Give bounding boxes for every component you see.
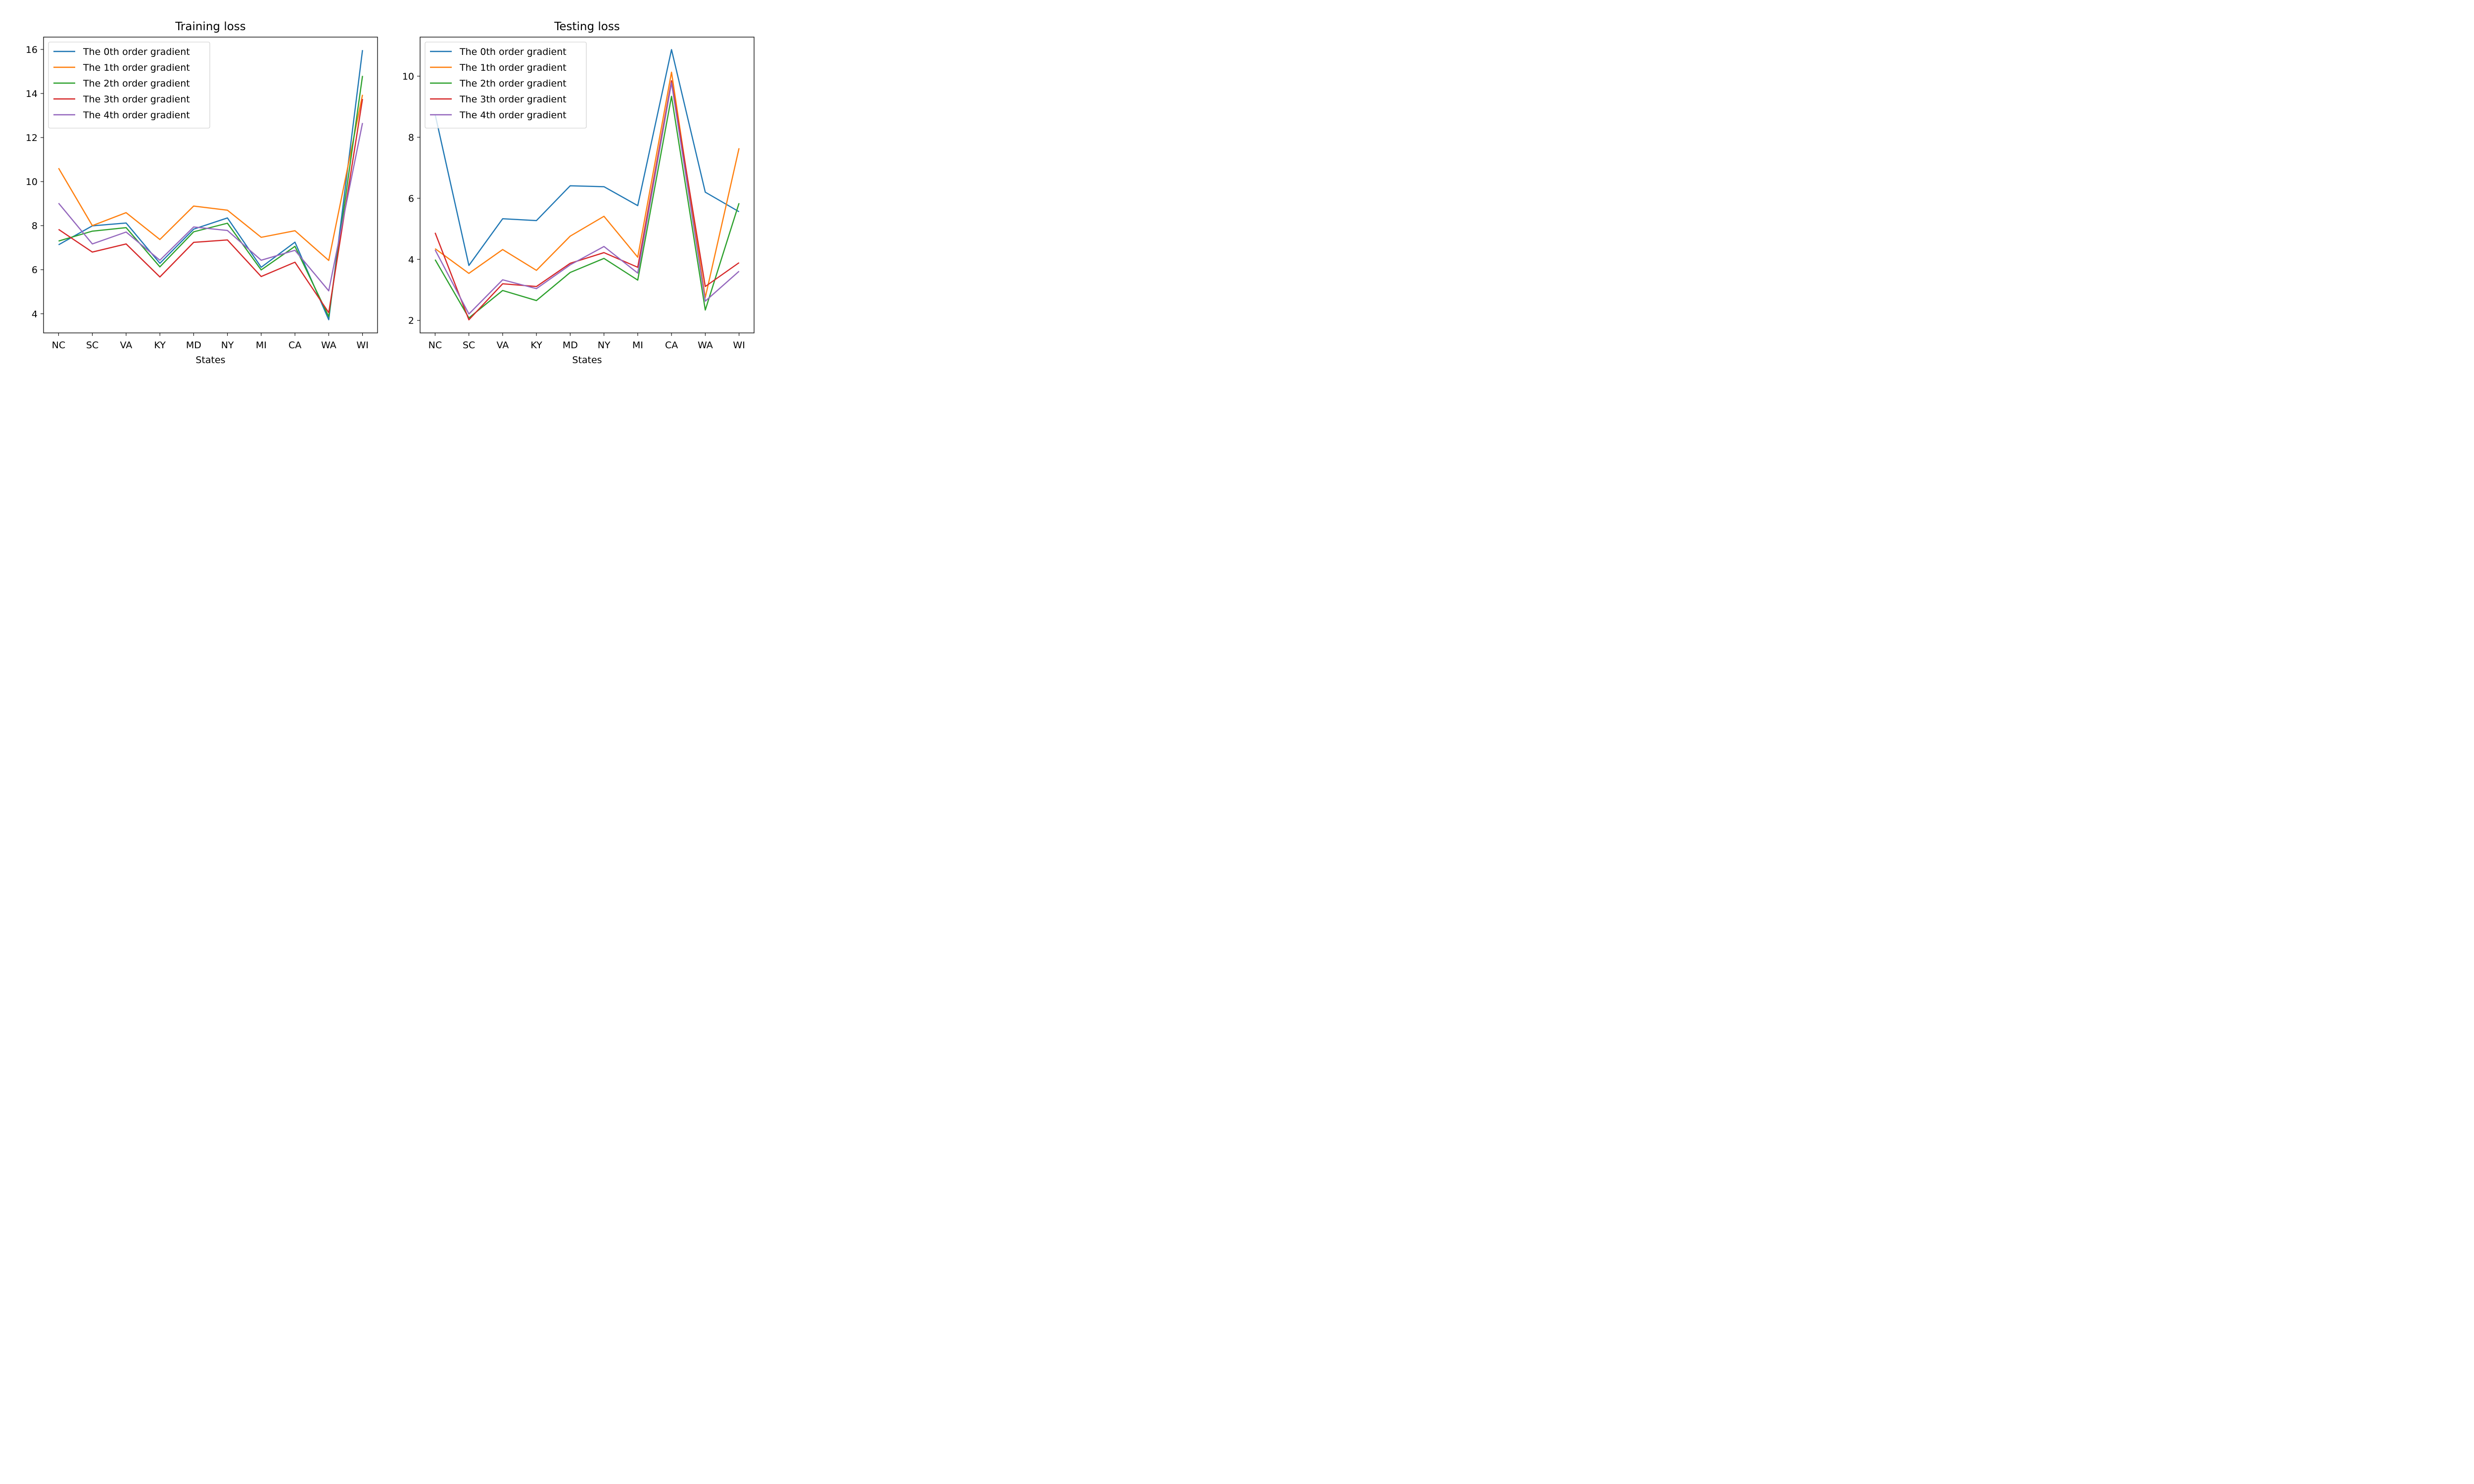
testing-axes-frame — [420, 37, 755, 333]
training-loss-panel: Training loss NC SC VA KY MD NY MI CA WA WI 4 6 8 10 12… — [26, 20, 378, 366]
testing-x-tick-label: WI — [733, 340, 745, 351]
training-series-3-line — [58, 98, 363, 314]
training-series-1-line — [58, 94, 363, 261]
training-chart-title: Training loss — [175, 20, 246, 33]
training-y-tick-label: 8 — [32, 221, 38, 232]
training-legend-label: The 2th order gradient — [83, 78, 190, 89]
testing-legend: The 0th order gradient The 1th order grad… — [425, 42, 587, 129]
training-y-tick-label: 6 — [32, 265, 38, 276]
training-x-tick-label: MI — [256, 340, 267, 351]
testing-y-tick-label: 6 — [408, 193, 414, 204]
training-y-tick-label: 4 — [32, 309, 38, 320]
training-x-tick-label: NY — [221, 340, 234, 351]
testing-y-tick-label: 2 — [408, 316, 414, 326]
training-legend-label: The 4th order gradient — [83, 110, 190, 121]
training-x-tick-label: WI — [356, 340, 368, 351]
testing-legend-label: The 0th order gradient — [459, 46, 567, 57]
training-legend-box — [48, 42, 210, 129]
testing-x-tick-label: KY — [530, 340, 542, 351]
testing-x-tick-label: MI — [632, 340, 643, 351]
training-x-tick-label: SC — [86, 340, 98, 351]
testing-legend-box — [425, 42, 587, 129]
training-series-4-line — [58, 123, 363, 292]
testing-series-0-line — [434, 49, 740, 266]
testing-series-3-line — [434, 80, 740, 321]
figure: Training loss NC SC VA KY MD NY MI CA WA WI 4 6 8 10 12… — [26, 20, 755, 366]
testing-x-tick-label: VA — [496, 340, 509, 351]
training-x-tick-label: KY — [154, 340, 166, 351]
training-y-tick-label: 16 — [26, 45, 38, 55]
testing-x-tick-label: WA — [698, 340, 713, 351]
testing-x-tick-label: MD — [563, 340, 578, 351]
testing-x-tick-label: NY — [598, 340, 611, 351]
training-y-tick-label: 14 — [26, 89, 38, 99]
testing-chart-title: Testing loss — [554, 20, 620, 33]
testing-series-4-line — [434, 82, 740, 315]
training-legend-label: The 3th order gradient — [83, 94, 190, 105]
training-x-tick-label: VA — [120, 340, 132, 351]
testing-y-tick-label: 10 — [402, 71, 414, 82]
training-legend-label: The 0th order gradient — [83, 46, 190, 57]
testing-legend-label: The 4th order gradient — [459, 110, 567, 121]
training-x-tick-label: NC — [52, 340, 65, 351]
testing-x-tick-label: SC — [463, 340, 475, 351]
training-legend: The 0th order gradient The 1th order grad… — [48, 42, 210, 129]
testing-legend-label: The 2th order gradient — [459, 78, 567, 89]
testing-x-axis-title: States — [572, 355, 602, 366]
testing-y-tick-label: 8 — [408, 132, 414, 143]
training-legend-label: The 1th order gradient — [83, 62, 190, 73]
training-y-tick-label: 12 — [26, 133, 38, 143]
testing-x-tick-label: CA — [665, 340, 678, 351]
training-x-axis-title: States — [195, 355, 225, 366]
testing-loss-panel: Testing loss NC SC VA KY MD NY MI CA WA WI 2 4 6 8 10 St… — [402, 20, 755, 366]
training-axes-frame — [43, 37, 378, 333]
testing-y-tick-label: 4 — [408, 254, 414, 265]
testing-legend-label: The 1th order gradient — [459, 62, 567, 73]
training-series-2-line — [58, 76, 363, 318]
testing-x-tick-label: NC — [428, 340, 442, 351]
training-x-tick-label: WA — [321, 340, 336, 351]
testing-legend-label: The 3th order gradient — [459, 94, 567, 105]
training-x-tick-label: CA — [288, 340, 301, 351]
training-x-tick-label: MD — [186, 340, 201, 351]
training-y-tick-label: 10 — [26, 177, 38, 187]
testing-series-2-line — [434, 95, 740, 319]
